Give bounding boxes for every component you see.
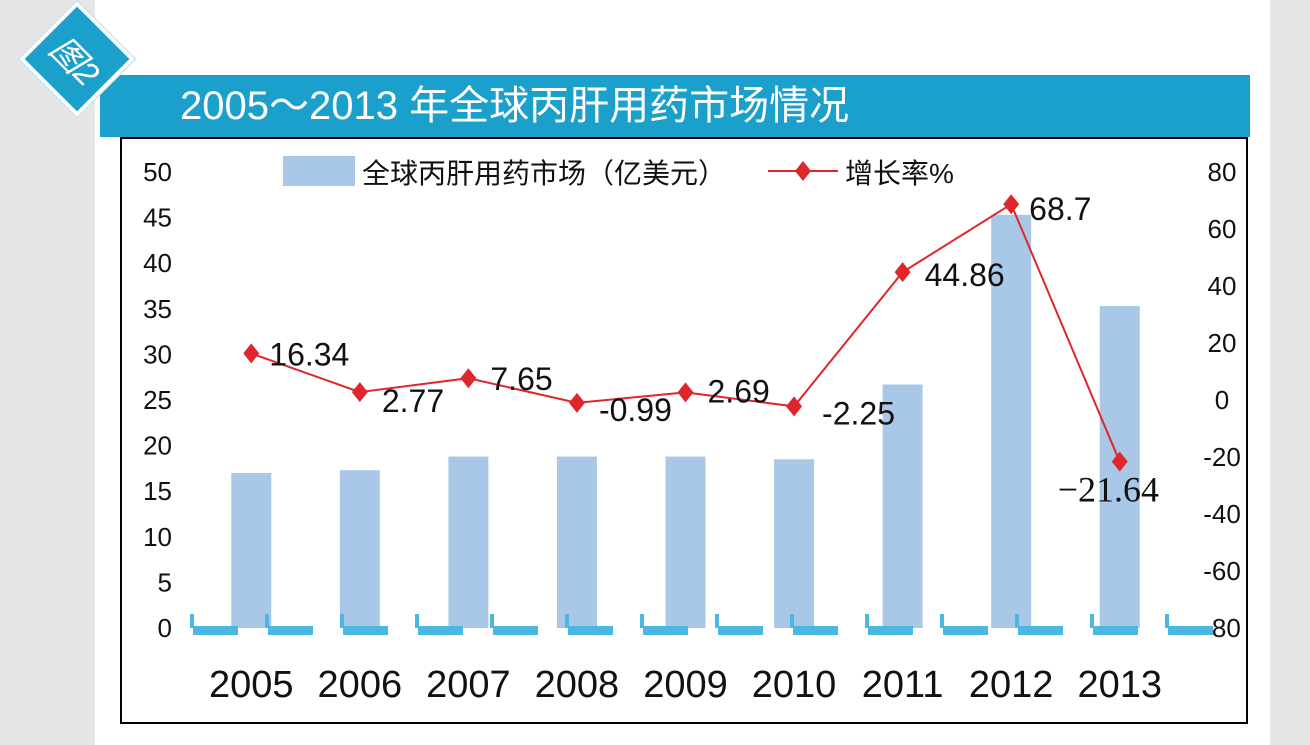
y-left-tick-label: 10 (143, 522, 172, 552)
bar (882, 384, 923, 628)
line-data-label: 44.86 (925, 257, 1005, 293)
line-marker (568, 392, 585, 413)
bar (665, 456, 706, 628)
baseline-tick (415, 614, 419, 628)
y-left-tick-label: 15 (143, 476, 172, 506)
line-marker (243, 343, 260, 364)
baseline-tick (865, 614, 869, 628)
x-tick-label: 2009 (643, 664, 728, 706)
legend-line-label: 增长率% (845, 158, 954, 189)
line-data-label: −21.64 (1058, 470, 1159, 510)
y-left-tick-label: 30 (143, 339, 172, 369)
x-tick-label: 2007 (426, 664, 511, 706)
y-left-tick-label: 45 (143, 203, 172, 233)
baseline-tick (940, 614, 944, 628)
bar (991, 214, 1032, 628)
baseline-dash (1018, 626, 1063, 635)
line-data-label: 2.69 (708, 373, 770, 409)
baseline-dash (643, 626, 688, 635)
baseline-tick (340, 614, 344, 628)
bar (448, 456, 489, 628)
line-data-label: 68.7 (1029, 191, 1091, 227)
baseline-tick (190, 614, 194, 628)
y-right-tick-label: 60 (1208, 214, 1237, 244)
bar (339, 470, 380, 628)
baseline-dash (493, 626, 538, 635)
legend-bar-swatch (283, 156, 355, 186)
x-tick-label: 2013 (1077, 664, 1162, 706)
legend-bar-label: 全球丙肝用药市场（亿美元） (362, 158, 726, 189)
line-marker (894, 262, 911, 283)
baseline-dash (868, 626, 913, 635)
line-marker (1111, 451, 1128, 472)
y-right-tick-label: 80 (1208, 157, 1237, 187)
baseline-tick (715, 614, 719, 628)
baseline-tick (265, 614, 269, 628)
line-marker (677, 382, 694, 403)
line-data-label: 7.65 (490, 361, 552, 397)
y-left-tick-label: 20 (143, 431, 172, 461)
legend-line-marker (795, 161, 811, 181)
y-right-tick-label: -40 (1203, 499, 1241, 529)
y-left-tick-label: 40 (143, 248, 172, 278)
chart-title: 2005～2013 年全球丙肝用药市场情况 (180, 84, 850, 128)
y-right-tick-label: 0 (1215, 385, 1229, 415)
line-marker (460, 368, 477, 389)
baseline-dash (268, 626, 313, 635)
baseline-tick (1090, 614, 1094, 628)
x-tick-label: 2005 (209, 664, 294, 706)
y-left-tick-label: 35 (143, 294, 172, 324)
y-left-tick-label: 0 (158, 613, 172, 643)
bar (774, 459, 815, 628)
x-tick-label: 2008 (535, 664, 620, 706)
line-data-label: 2.77 (382, 383, 444, 419)
baseline-dash (1168, 626, 1213, 635)
baseline-dash (718, 626, 763, 635)
growth-line (250, 202, 1121, 463)
baseline-dash (343, 626, 388, 635)
line-data-label: -0.99 (599, 392, 672, 428)
y-right-tick-label: 40 (1208, 271, 1237, 301)
baseline-tick (790, 614, 794, 628)
bar (556, 456, 597, 628)
baseline-dash (568, 626, 613, 635)
baseline-tick (1015, 614, 1019, 628)
y-left-tick-label: 25 (143, 385, 172, 415)
y-left-tick-label: 50 (143, 157, 172, 187)
y-right-tick-label: -60 (1203, 556, 1241, 586)
baseline-dash (193, 626, 238, 635)
baseline-dash (793, 626, 838, 635)
line-marker (786, 396, 803, 417)
y-right-tick-label: -20 (1203, 442, 1241, 472)
line-data-label: -2.25 (822, 395, 895, 431)
baseline-dash (418, 626, 463, 635)
baseline-tick (640, 614, 644, 628)
x-tick-label: 2010 (752, 664, 837, 706)
title-bar: 2005～2013 年全球丙肝用药市场情况 (100, 75, 1250, 137)
baseline-dash (1093, 626, 1138, 635)
x-tick-label: 2012 (969, 664, 1054, 706)
y-right-tick-label: 20 (1208, 328, 1237, 358)
baseline-tick (565, 614, 569, 628)
baseline-tick (490, 614, 494, 628)
line-data-label: 16.34 (269, 336, 349, 372)
line-marker (351, 382, 368, 403)
line-marker (1003, 194, 1020, 215)
baseline-dash (943, 626, 988, 635)
x-tick-label: 2006 (318, 664, 403, 706)
baseline-tick (1165, 614, 1169, 628)
x-tick-label: 2011 (862, 664, 944, 706)
bar (231, 472, 272, 628)
y-left-tick-label: 5 (158, 567, 172, 597)
